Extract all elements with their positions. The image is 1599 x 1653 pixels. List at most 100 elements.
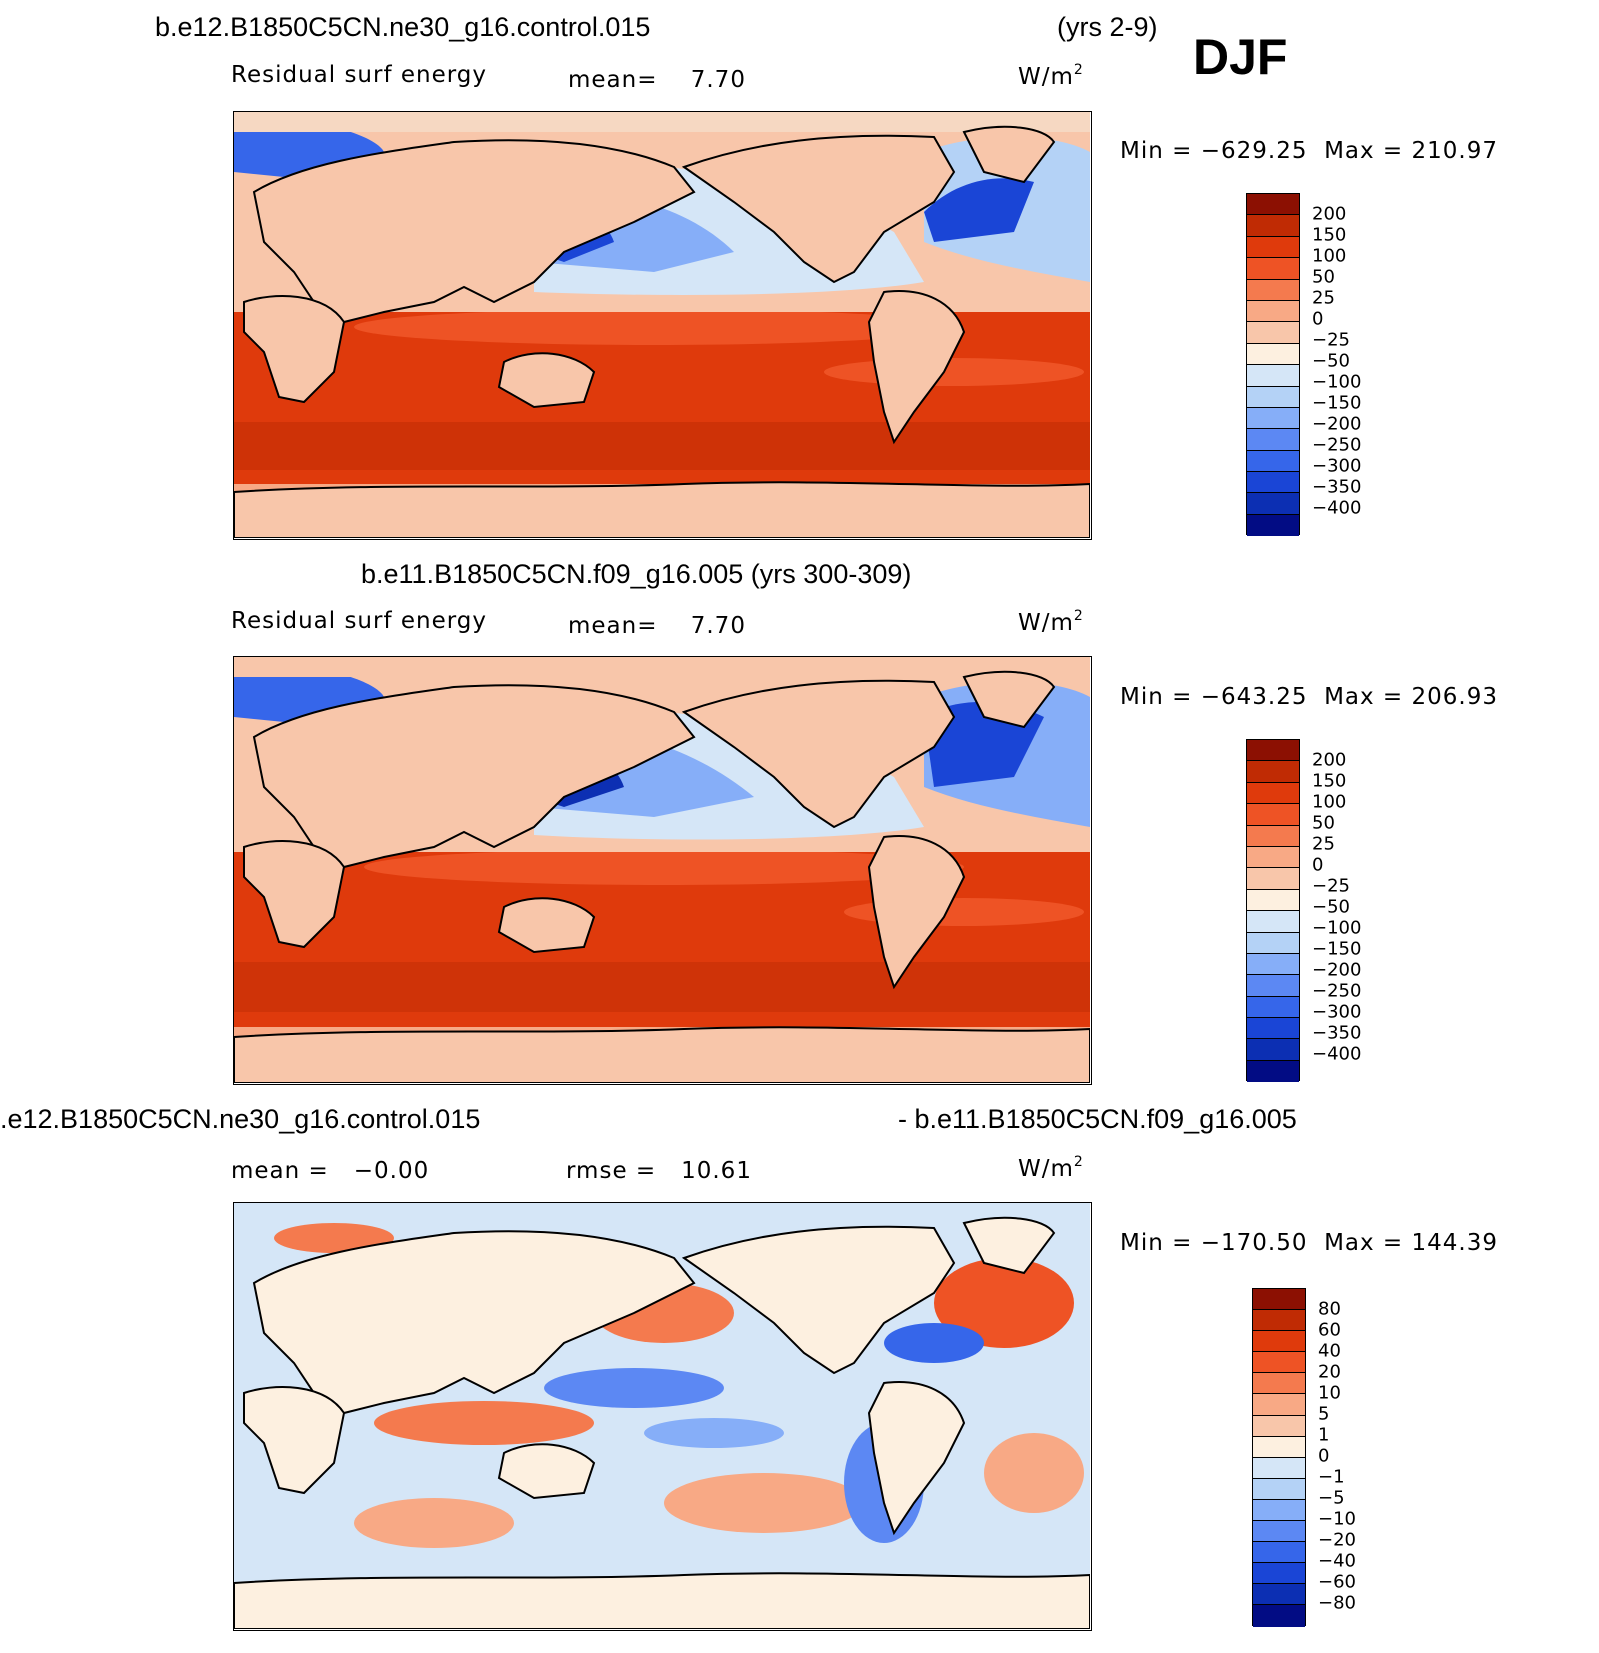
panel2-variable: Residual surf energy [231, 608, 488, 634]
panel1-title-left: b.e12.B1850C5CN.ne30_g16.control.015 [155, 12, 651, 42]
panel2-map [233, 656, 1092, 1085]
greenland-landmass [962, 125, 1056, 184]
panel2-colorbar [1246, 739, 1300, 1083]
south-america-landmass [867, 1381, 966, 1536]
colorbar-tick-label: −400 [1312, 1043, 1362, 1065]
southern-ocean-band [234, 422, 1090, 470]
south-america-landmass [867, 290, 966, 445]
colorbar-tick-label: −25 [1312, 875, 1350, 897]
colorbar-tick-label: −100 [1312, 917, 1362, 939]
colorbar-tick-label: 20 [1318, 1361, 1341, 1383]
colorbar-tick-label: −200 [1312, 959, 1362, 981]
greenland-landmass [962, 1216, 1056, 1275]
greenland-landmass [962, 670, 1056, 729]
colorbar-tick-label: 0 [1312, 854, 1324, 876]
panel2-title: b.e11.B1850C5CN.f09_g16.005 (yrs 300-309… [361, 559, 912, 589]
warm-anomaly [374, 1401, 594, 1445]
tropical-streak [364, 849, 964, 885]
eurasia-landmass [252, 139, 696, 324]
colorbar-tick-label: 50 [1312, 266, 1335, 288]
north-america-landmass [681, 1225, 956, 1375]
panel2-minmax: Min = −643.25 Max = 206.93 [1120, 684, 1498, 710]
panel3-mean: mean = −0.00 [231, 1158, 430, 1184]
colorbar-tick-label: −80 [1318, 1592, 1356, 1614]
colorbar-tick-label: −200 [1312, 413, 1362, 435]
colorbar-tick-label: −60 [1318, 1571, 1356, 1593]
colorbar-tick-label: −150 [1312, 938, 1362, 960]
tropical-streak [354, 309, 954, 345]
cool-anomaly [644, 1418, 784, 1448]
australia-landmass [497, 897, 596, 954]
colorbar-tick-label: −40 [1318, 1550, 1356, 1572]
africa-landmass [243, 1386, 346, 1495]
warm-anomaly [354, 1498, 514, 1548]
panel3-title-right: - b.e11.B1850C5CN.f09_g16.005 [898, 1104, 1297, 1134]
panel1-title-right: (yrs 2-9) [1057, 12, 1158, 42]
colorbar-tick-label: −250 [1312, 434, 1362, 456]
colorbar-tick-label: −1 [1318, 1466, 1345, 1488]
arctic-band [234, 112, 1090, 132]
colorbar-tick-label: 40 [1318, 1340, 1341, 1362]
colorbar-tick-label: 150 [1312, 224, 1347, 246]
colorbar-tick-label: 100 [1312, 245, 1347, 267]
north-america-landmass [681, 134, 956, 284]
panel3-title-left: .e12.B1850C5CN.ne30_g16.control.015 [0, 1104, 481, 1134]
panel1-minmax: Min = −629.25 Max = 210.97 [1120, 138, 1498, 164]
south-america-landmass [867, 835, 966, 990]
panel2-units: W/m2 [1018, 608, 1084, 636]
tropical-streak [824, 358, 1084, 386]
season-label: DJF [1193, 29, 1288, 85]
africa-landmass [243, 295, 346, 404]
colorbar-tick-label: −50 [1312, 896, 1350, 918]
colorbar-tick-label: 200 [1312, 749, 1347, 771]
panel3-map [233, 1202, 1092, 1631]
colorbar-tick-label: 1 [1318, 1424, 1330, 1446]
colorbar-tick-label: −300 [1312, 455, 1362, 477]
colorbar-tick-label: −400 [1312, 497, 1362, 519]
colorbar-tick-label: 150 [1312, 770, 1347, 792]
colorbar-tick-label: −20 [1318, 1529, 1356, 1551]
colorbar-tick-label: −350 [1312, 476, 1362, 498]
antarctica-coast [234, 481, 1090, 538]
panel3-rmse: rmse = 10.61 [566, 1158, 752, 1184]
north-america-landmass [681, 679, 956, 829]
colorbar-tick-label: −100 [1312, 371, 1362, 393]
colorbar-tick-label: 25 [1312, 833, 1335, 855]
panel1-colorbar [1246, 193, 1300, 537]
warm-anomaly [934, 1258, 1074, 1348]
warm-anomaly [984, 1433, 1084, 1513]
eurasia-landmass [252, 684, 696, 869]
gulf-stream [924, 178, 1034, 242]
antarctica-coast [234, 1572, 1090, 1629]
colorbar-tick-label: 50 [1312, 812, 1335, 834]
colorbar-tick-label: −25 [1312, 329, 1350, 351]
panel3-colorbar [1252, 1288, 1306, 1627]
australia-landmass [497, 1443, 596, 1500]
colorbar-tick-label: 80 [1318, 1298, 1341, 1320]
colorbar-tick-label: 0 [1312, 308, 1324, 330]
colorbar-tick-label: −50 [1312, 350, 1350, 372]
panel3-units: W/m2 [1018, 1154, 1084, 1182]
warm-anomaly [664, 1473, 864, 1533]
panel1-variable: Residual surf energy [231, 62, 488, 88]
panel1-mean: mean= 7.70 [568, 67, 746, 93]
panel1-units: W/m2 [1018, 62, 1084, 90]
australia-landmass [497, 352, 596, 409]
colorbar-tick-label: −5 [1318, 1487, 1345, 1509]
arctic-band [234, 657, 1090, 677]
southern-ocean-band [234, 962, 1090, 1012]
colorbar-tick-label: 25 [1312, 287, 1335, 309]
colorbar-tick-label: −350 [1312, 1022, 1362, 1044]
colorbar-tick-label: 0 [1318, 1445, 1330, 1467]
colorbar-tick-label: 200 [1312, 203, 1347, 225]
panel3-minmax: Min = −170.50 Max = 144.39 [1120, 1230, 1498, 1256]
cool-anomaly [884, 1323, 984, 1363]
colorbar-tick-label: −10 [1318, 1508, 1356, 1530]
colorbar-tick-label: 5 [1318, 1403, 1330, 1425]
warm-anomaly [274, 1223, 394, 1253]
colorbar-tick-label: 100 [1312, 791, 1347, 813]
africa-landmass [243, 840, 346, 949]
antarctica-coast [234, 1026, 1090, 1083]
eurasia-landmass [252, 1230, 696, 1415]
colorbar-tick-label: −300 [1312, 1001, 1362, 1023]
